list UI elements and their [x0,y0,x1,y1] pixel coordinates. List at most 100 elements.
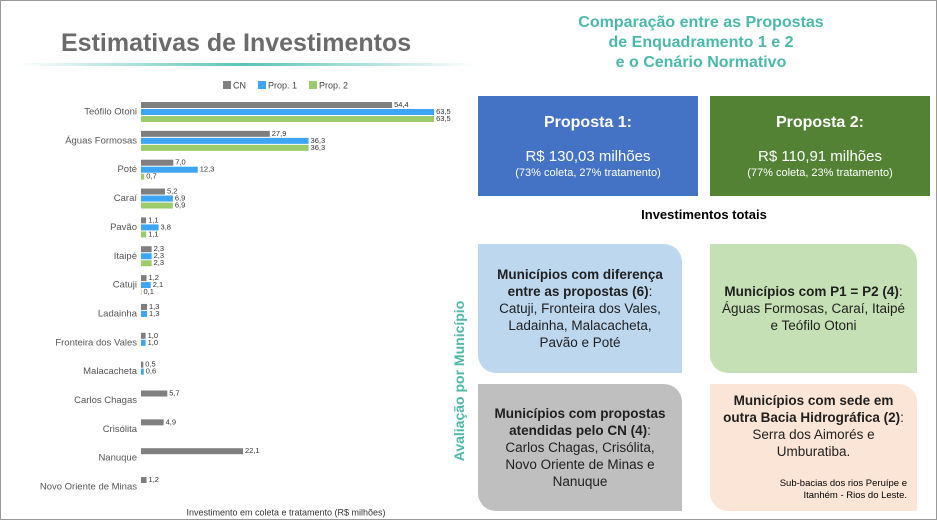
y-tick-label: Malacacheta [83,366,138,377]
bar [141,260,152,267]
chart: CN Prop. 1 Prop. 2 Teófilo Otoni 54,4 63,563,… [40,80,451,517]
bar [141,282,151,289]
group-box: Municípios com diferença entre as propos… [478,244,682,373]
legend-swatch [258,81,266,89]
y-tick-label: Fronteira dos Vales [55,337,137,348]
group-text: : Águas Formosas, Caraí, Itaipé e Teófil… [721,284,906,333]
x-axis-label: Investimento em coleta e tratamento (R$ … [186,507,385,517]
side-label: Avaliação por Município [451,300,467,462]
group-text: : Carlos Chagas, Crisólita, Novo Oriente… [505,423,655,489]
value-label: 36,3 [311,143,326,152]
value-label: 2,3 [154,251,164,260]
value-label: 1,3 [149,309,159,318]
y-tick-label: Novo Oriente de Minas [40,482,137,493]
value-label: 1,0 [148,338,158,347]
bar [141,368,144,375]
bar [141,390,168,397]
value-label: 0,5 [145,360,155,369]
bar [141,130,270,137]
group-box: Municípios com sede em outra Bacia Hidro… [710,384,917,511]
y-tick-label: Águas Formosas [65,135,137,146]
value-label: 0,7 [146,172,156,181]
group-bold: Municípios com propostas atendidas pelo … [494,406,666,438]
proposal-title: Proposta 1: [543,114,632,131]
value-label: 27,9 [272,129,287,138]
group-box: Municípios com propostas atendidas pelo … [478,384,682,511]
bar [141,303,147,310]
value-label: 4,9 [166,417,176,426]
value-label: 63,5 [436,107,451,116]
bar [141,116,435,122]
value-label: 36,3 [311,136,326,145]
y-tick-label: Nanuque [98,453,137,464]
group-bold: Municípios com diferença entre as propos… [497,267,663,299]
subtitle: Comparação entre as Propostas de Enquadr… [521,13,881,73]
value-label: 2,3 [154,258,164,267]
y-tick-label: Crisólita [103,424,138,435]
bar [141,275,147,282]
bar [141,246,152,253]
value-label: 0,1 [143,287,153,296]
legend-swatch [223,81,231,89]
bar [141,144,309,151]
title: Estimativas de Investimentos [61,29,412,57]
bar [141,159,174,166]
value-label: 63,5 [436,114,451,123]
subtitle-line: Comparação entre as Propostas [578,14,824,31]
subtitle-line: e o Cenário Normativo [615,54,787,71]
bar [141,361,144,368]
proposal-detail: (73% coleta, 27% tratamento) [515,167,661,179]
bar [141,477,147,484]
bar [141,231,147,238]
value-label: 6,9 [175,201,185,210]
value-label: 6,9 [175,194,185,203]
value-label: 3,8 [161,222,171,231]
y-tick-label: Teófilo Otoni [84,107,137,118]
proposal-card: Proposta 1: R$ 130,03 milhões (73% colet… [478,96,698,196]
value-label: 1,2 [149,273,159,282]
y-tick-label: Pavão [110,222,137,233]
group-bold: Municípios com P1 = P2 (4) [724,284,899,299]
group-bold: Municípios com sede em outra Bacia Hidro… [723,393,901,425]
value-label: 5,2 [167,187,177,196]
legend-label: Prop. 1 [268,80,297,90]
value-label: 7,0 [175,158,185,167]
bar [141,332,146,339]
y-tick-label: Caraí [114,193,138,204]
proposal-detail: (77% coleta, 23% tratamento) [747,167,893,179]
legend-swatch [309,81,318,89]
group-box: Municípios com P1 = P2 (4): Águas Formos… [710,244,917,373]
y-tick-label: Ladainha [98,308,138,319]
bar [141,419,164,426]
bar [141,202,173,209]
bar [141,137,309,144]
subtitle-line: de Enquadramento 1 e 2 [608,34,794,51]
value-label: 1,2 [149,475,159,484]
value-label: 54,4 [394,100,409,109]
bar [141,448,243,455]
y-tick-label: Poté [117,164,137,175]
bar [141,173,145,180]
bar [141,217,147,224]
bar [141,253,152,260]
bar [141,224,159,231]
value-label: 12,3 [200,165,215,174]
bar [141,339,146,346]
bar [141,310,147,317]
value-label: 1,1 [148,229,158,238]
value-label: 0,6 [146,367,156,376]
legend-label: CN [233,80,246,90]
value-label: 5,7 [169,388,179,397]
proposal-amount: R$ 110,91 milhões [758,148,882,165]
totals-label: Investimentos totais [641,207,767,222]
bar [141,195,173,202]
value-label: 22,1 [245,446,260,455]
bar [141,166,198,173]
value-label: 1,1 [148,215,158,224]
value-label: 1,3 [149,302,159,311]
bar [141,102,393,108]
group-text: : Catuji, Fronteira dos Vales, Ladainha,… [499,284,661,350]
legend-label: Prop. 2 [319,80,348,90]
value-label: 2,1 [153,280,163,289]
